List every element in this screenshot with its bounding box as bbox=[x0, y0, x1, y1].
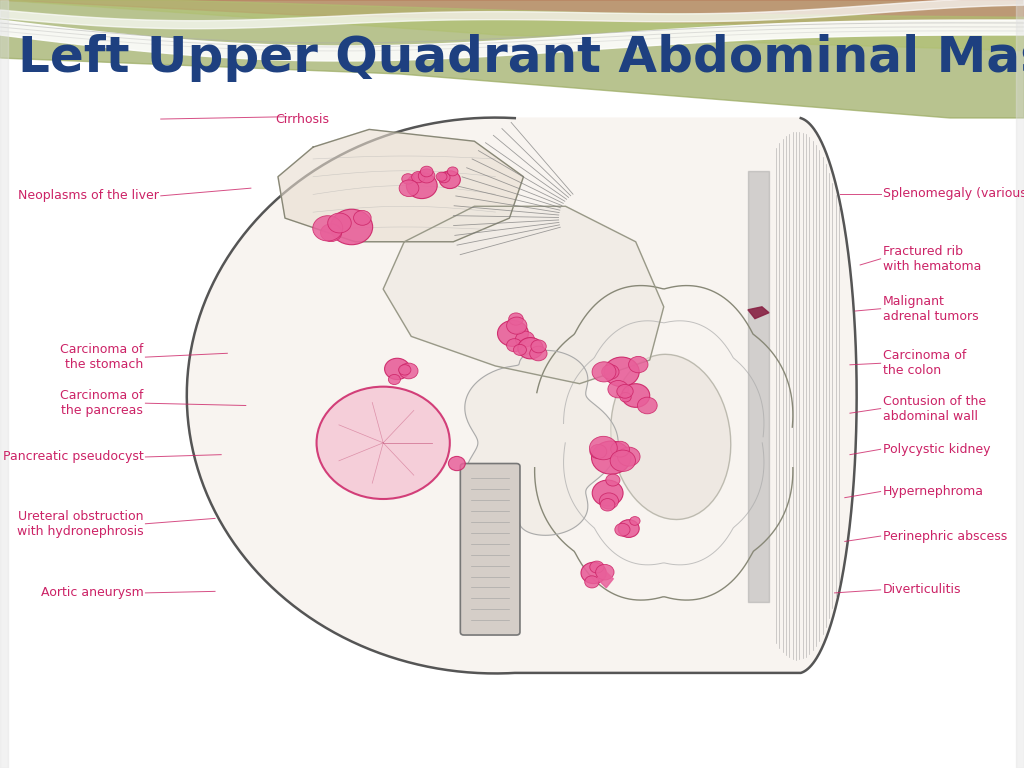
Circle shape bbox=[618, 520, 639, 538]
Circle shape bbox=[604, 357, 639, 386]
Circle shape bbox=[418, 169, 435, 183]
Circle shape bbox=[328, 213, 351, 233]
Circle shape bbox=[509, 313, 523, 325]
Circle shape bbox=[620, 392, 631, 402]
Circle shape bbox=[590, 436, 617, 460]
Circle shape bbox=[529, 346, 547, 361]
Polygon shape bbox=[278, 130, 523, 242]
Text: Contusion of the
abdominal wall: Contusion of the abdominal wall bbox=[883, 395, 986, 422]
Text: Carcinoma of
the pancreas: Carcinoma of the pancreas bbox=[60, 389, 143, 417]
Circle shape bbox=[331, 209, 373, 245]
Text: Cirrhosis: Cirrhosis bbox=[275, 113, 329, 125]
Polygon shape bbox=[186, 118, 857, 674]
Circle shape bbox=[637, 397, 657, 414]
Circle shape bbox=[321, 223, 342, 242]
Circle shape bbox=[447, 167, 458, 176]
Circle shape bbox=[614, 523, 630, 536]
Circle shape bbox=[449, 456, 465, 471]
FancyBboxPatch shape bbox=[461, 464, 520, 635]
Text: Left Upper Quadrant Abdominal Mass:: Left Upper Quadrant Abdominal Mass: bbox=[18, 34, 1024, 82]
Circle shape bbox=[622, 384, 650, 407]
Circle shape bbox=[610, 442, 630, 457]
Ellipse shape bbox=[610, 354, 731, 519]
Circle shape bbox=[412, 171, 425, 183]
Polygon shape bbox=[383, 207, 664, 384]
Circle shape bbox=[592, 480, 623, 506]
Text: Polycystic kidney: Polycystic kidney bbox=[883, 443, 990, 455]
Circle shape bbox=[385, 358, 410, 379]
Text: Neoplasms of the liver: Neoplasms of the liver bbox=[17, 190, 159, 202]
Circle shape bbox=[592, 441, 631, 474]
Circle shape bbox=[398, 365, 411, 375]
Circle shape bbox=[407, 173, 437, 199]
Text: Diverticulitis: Diverticulitis bbox=[883, 584, 962, 596]
Text: Malignant
adrenal tumors: Malignant adrenal tumors bbox=[883, 295, 978, 323]
Text: Splenomegaly (various causes): Splenomegaly (various causes) bbox=[883, 187, 1024, 200]
Circle shape bbox=[608, 380, 629, 398]
Circle shape bbox=[599, 493, 618, 509]
Circle shape bbox=[606, 474, 620, 486]
Circle shape bbox=[513, 344, 526, 356]
Text: Fractured rib
with hematoma: Fractured rib with hematoma bbox=[883, 245, 981, 273]
Circle shape bbox=[353, 210, 371, 225]
Circle shape bbox=[498, 320, 528, 346]
Circle shape bbox=[507, 339, 522, 352]
Polygon shape bbox=[465, 350, 618, 535]
Circle shape bbox=[530, 340, 546, 353]
Circle shape bbox=[312, 216, 343, 241]
Circle shape bbox=[515, 331, 535, 347]
Circle shape bbox=[401, 174, 414, 184]
Circle shape bbox=[617, 447, 640, 466]
Circle shape bbox=[420, 166, 433, 177]
Circle shape bbox=[316, 386, 450, 499]
Circle shape bbox=[507, 317, 527, 334]
Circle shape bbox=[590, 561, 604, 573]
Polygon shape bbox=[748, 307, 769, 319]
Text: Hypernephroma: Hypernephroma bbox=[883, 485, 984, 498]
Text: Pancreatic pseudocyst: Pancreatic pseudocyst bbox=[3, 451, 143, 463]
Circle shape bbox=[399, 180, 419, 197]
Circle shape bbox=[610, 450, 636, 472]
Text: Carcinoma of
the stomach: Carcinoma of the stomach bbox=[60, 343, 143, 371]
Circle shape bbox=[596, 564, 614, 580]
Circle shape bbox=[590, 445, 607, 458]
Circle shape bbox=[581, 562, 606, 584]
Circle shape bbox=[592, 362, 616, 382]
Circle shape bbox=[436, 172, 447, 181]
Text: Ureteral obstruction
with hydronephrosis: Ureteral obstruction with hydronephrosis bbox=[16, 510, 143, 538]
Circle shape bbox=[585, 576, 599, 588]
Text: Aortic aneurysm: Aortic aneurysm bbox=[41, 587, 143, 599]
Circle shape bbox=[616, 385, 633, 398]
Circle shape bbox=[439, 170, 461, 189]
Text: Carcinoma of
the colon: Carcinoma of the colon bbox=[883, 349, 966, 377]
Circle shape bbox=[630, 517, 640, 525]
Circle shape bbox=[600, 498, 615, 511]
Circle shape bbox=[518, 338, 543, 359]
Polygon shape bbox=[597, 570, 613, 588]
Text: Perinephric abscess: Perinephric abscess bbox=[883, 530, 1007, 542]
Circle shape bbox=[629, 356, 648, 372]
Circle shape bbox=[602, 365, 620, 379]
Circle shape bbox=[388, 375, 400, 385]
Circle shape bbox=[399, 363, 418, 379]
Circle shape bbox=[437, 172, 451, 183]
